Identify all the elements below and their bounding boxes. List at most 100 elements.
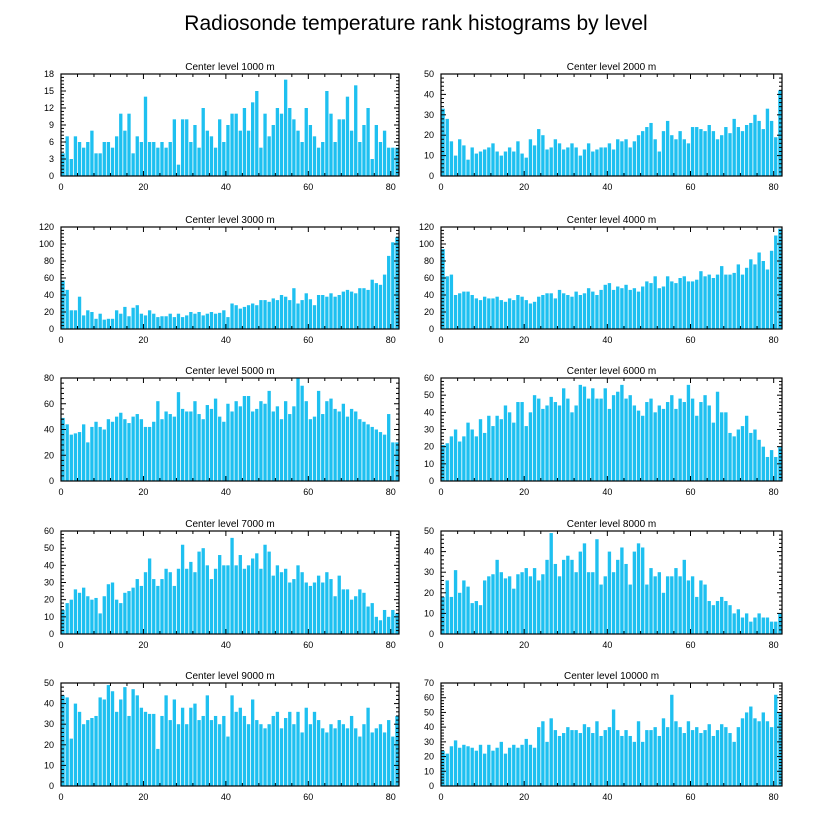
bar xyxy=(528,139,533,176)
bar xyxy=(449,596,454,634)
bar xyxy=(566,555,570,634)
bar xyxy=(628,395,632,481)
bar xyxy=(193,572,197,634)
bar xyxy=(620,141,624,176)
bar xyxy=(135,414,139,481)
y-tick-label: 10 xyxy=(424,608,434,618)
y-tick-label: 30 xyxy=(424,737,434,747)
bar xyxy=(591,291,595,329)
bar xyxy=(156,401,160,481)
bar xyxy=(690,281,695,329)
bar xyxy=(374,429,378,481)
bar xyxy=(288,414,292,481)
bar xyxy=(624,730,628,786)
bar xyxy=(61,153,65,176)
bar xyxy=(449,746,454,786)
bar xyxy=(624,284,628,329)
bar xyxy=(769,120,774,176)
bar xyxy=(607,727,612,786)
y-tick-label: 10 xyxy=(424,459,434,469)
bar xyxy=(495,296,499,329)
bar xyxy=(474,750,479,786)
bar xyxy=(778,228,782,329)
bar xyxy=(267,136,271,176)
bar xyxy=(690,730,695,786)
x-tick-label: 0 xyxy=(58,792,63,802)
bar xyxy=(570,143,574,176)
bar xyxy=(312,136,317,176)
bar xyxy=(234,305,238,329)
bar xyxy=(728,605,732,634)
bar xyxy=(119,313,123,329)
bar xyxy=(624,139,628,176)
bar xyxy=(176,568,181,634)
bar xyxy=(761,261,765,329)
panel-title: Center level 3000 m xyxy=(185,215,275,226)
bar xyxy=(147,310,152,329)
bar xyxy=(283,401,288,481)
bar xyxy=(316,575,321,634)
bar xyxy=(528,303,533,329)
bar xyxy=(686,281,691,329)
bar xyxy=(611,395,616,481)
bar xyxy=(586,727,591,786)
y-tick-label: 10 xyxy=(44,760,54,770)
panel-1: Center level 1000 m 0 20 40 60 80 0 3 6 9 12 15 18 xyxy=(44,62,400,192)
x-tick-label: 0 xyxy=(58,182,63,192)
bar xyxy=(690,576,695,634)
bar xyxy=(491,143,495,176)
bar xyxy=(135,136,139,176)
bar xyxy=(329,113,333,176)
bar xyxy=(720,724,724,786)
bar xyxy=(246,130,251,176)
bar xyxy=(82,424,86,481)
x-tick-label: 0 xyxy=(438,335,443,345)
bar xyxy=(185,568,189,634)
bar xyxy=(582,386,587,481)
bar xyxy=(362,421,366,481)
bar xyxy=(312,711,317,786)
bar xyxy=(574,572,578,634)
bar xyxy=(127,113,131,176)
bar xyxy=(761,712,765,786)
bar xyxy=(308,585,313,634)
y-tick-label: 60 xyxy=(424,693,434,703)
y-tick-label: 9 xyxy=(49,120,54,130)
bar xyxy=(512,300,516,329)
plot-frame xyxy=(440,682,783,787)
y-tick-label: 0 xyxy=(49,476,54,486)
bar xyxy=(333,296,337,329)
bar xyxy=(98,426,102,481)
bar xyxy=(553,563,558,634)
bar xyxy=(180,119,185,176)
bar xyxy=(757,613,761,634)
bar xyxy=(106,685,111,786)
bar xyxy=(749,259,753,329)
bar xyxy=(599,147,603,176)
bar xyxy=(251,699,255,786)
y-tick-label: 6 xyxy=(49,137,54,147)
bar xyxy=(744,125,749,176)
bar xyxy=(470,295,474,329)
bar xyxy=(267,301,271,329)
bar xyxy=(370,603,374,634)
y-tick-label: 100 xyxy=(419,239,434,249)
x-tick-label: 20 xyxy=(138,487,148,497)
bar xyxy=(218,416,222,482)
bar xyxy=(740,426,745,481)
bar xyxy=(304,293,308,329)
bar xyxy=(599,289,603,329)
bar xyxy=(106,419,111,481)
bar xyxy=(65,136,69,176)
y-tick-label: 0 xyxy=(429,781,434,791)
bar xyxy=(164,147,168,176)
bar xyxy=(321,142,325,176)
bar xyxy=(139,585,144,634)
bar xyxy=(728,432,732,481)
bar xyxy=(616,730,620,786)
bar xyxy=(549,293,553,329)
bar xyxy=(308,724,313,786)
bar xyxy=(246,305,251,329)
bar xyxy=(599,398,603,481)
bar xyxy=(333,408,337,481)
